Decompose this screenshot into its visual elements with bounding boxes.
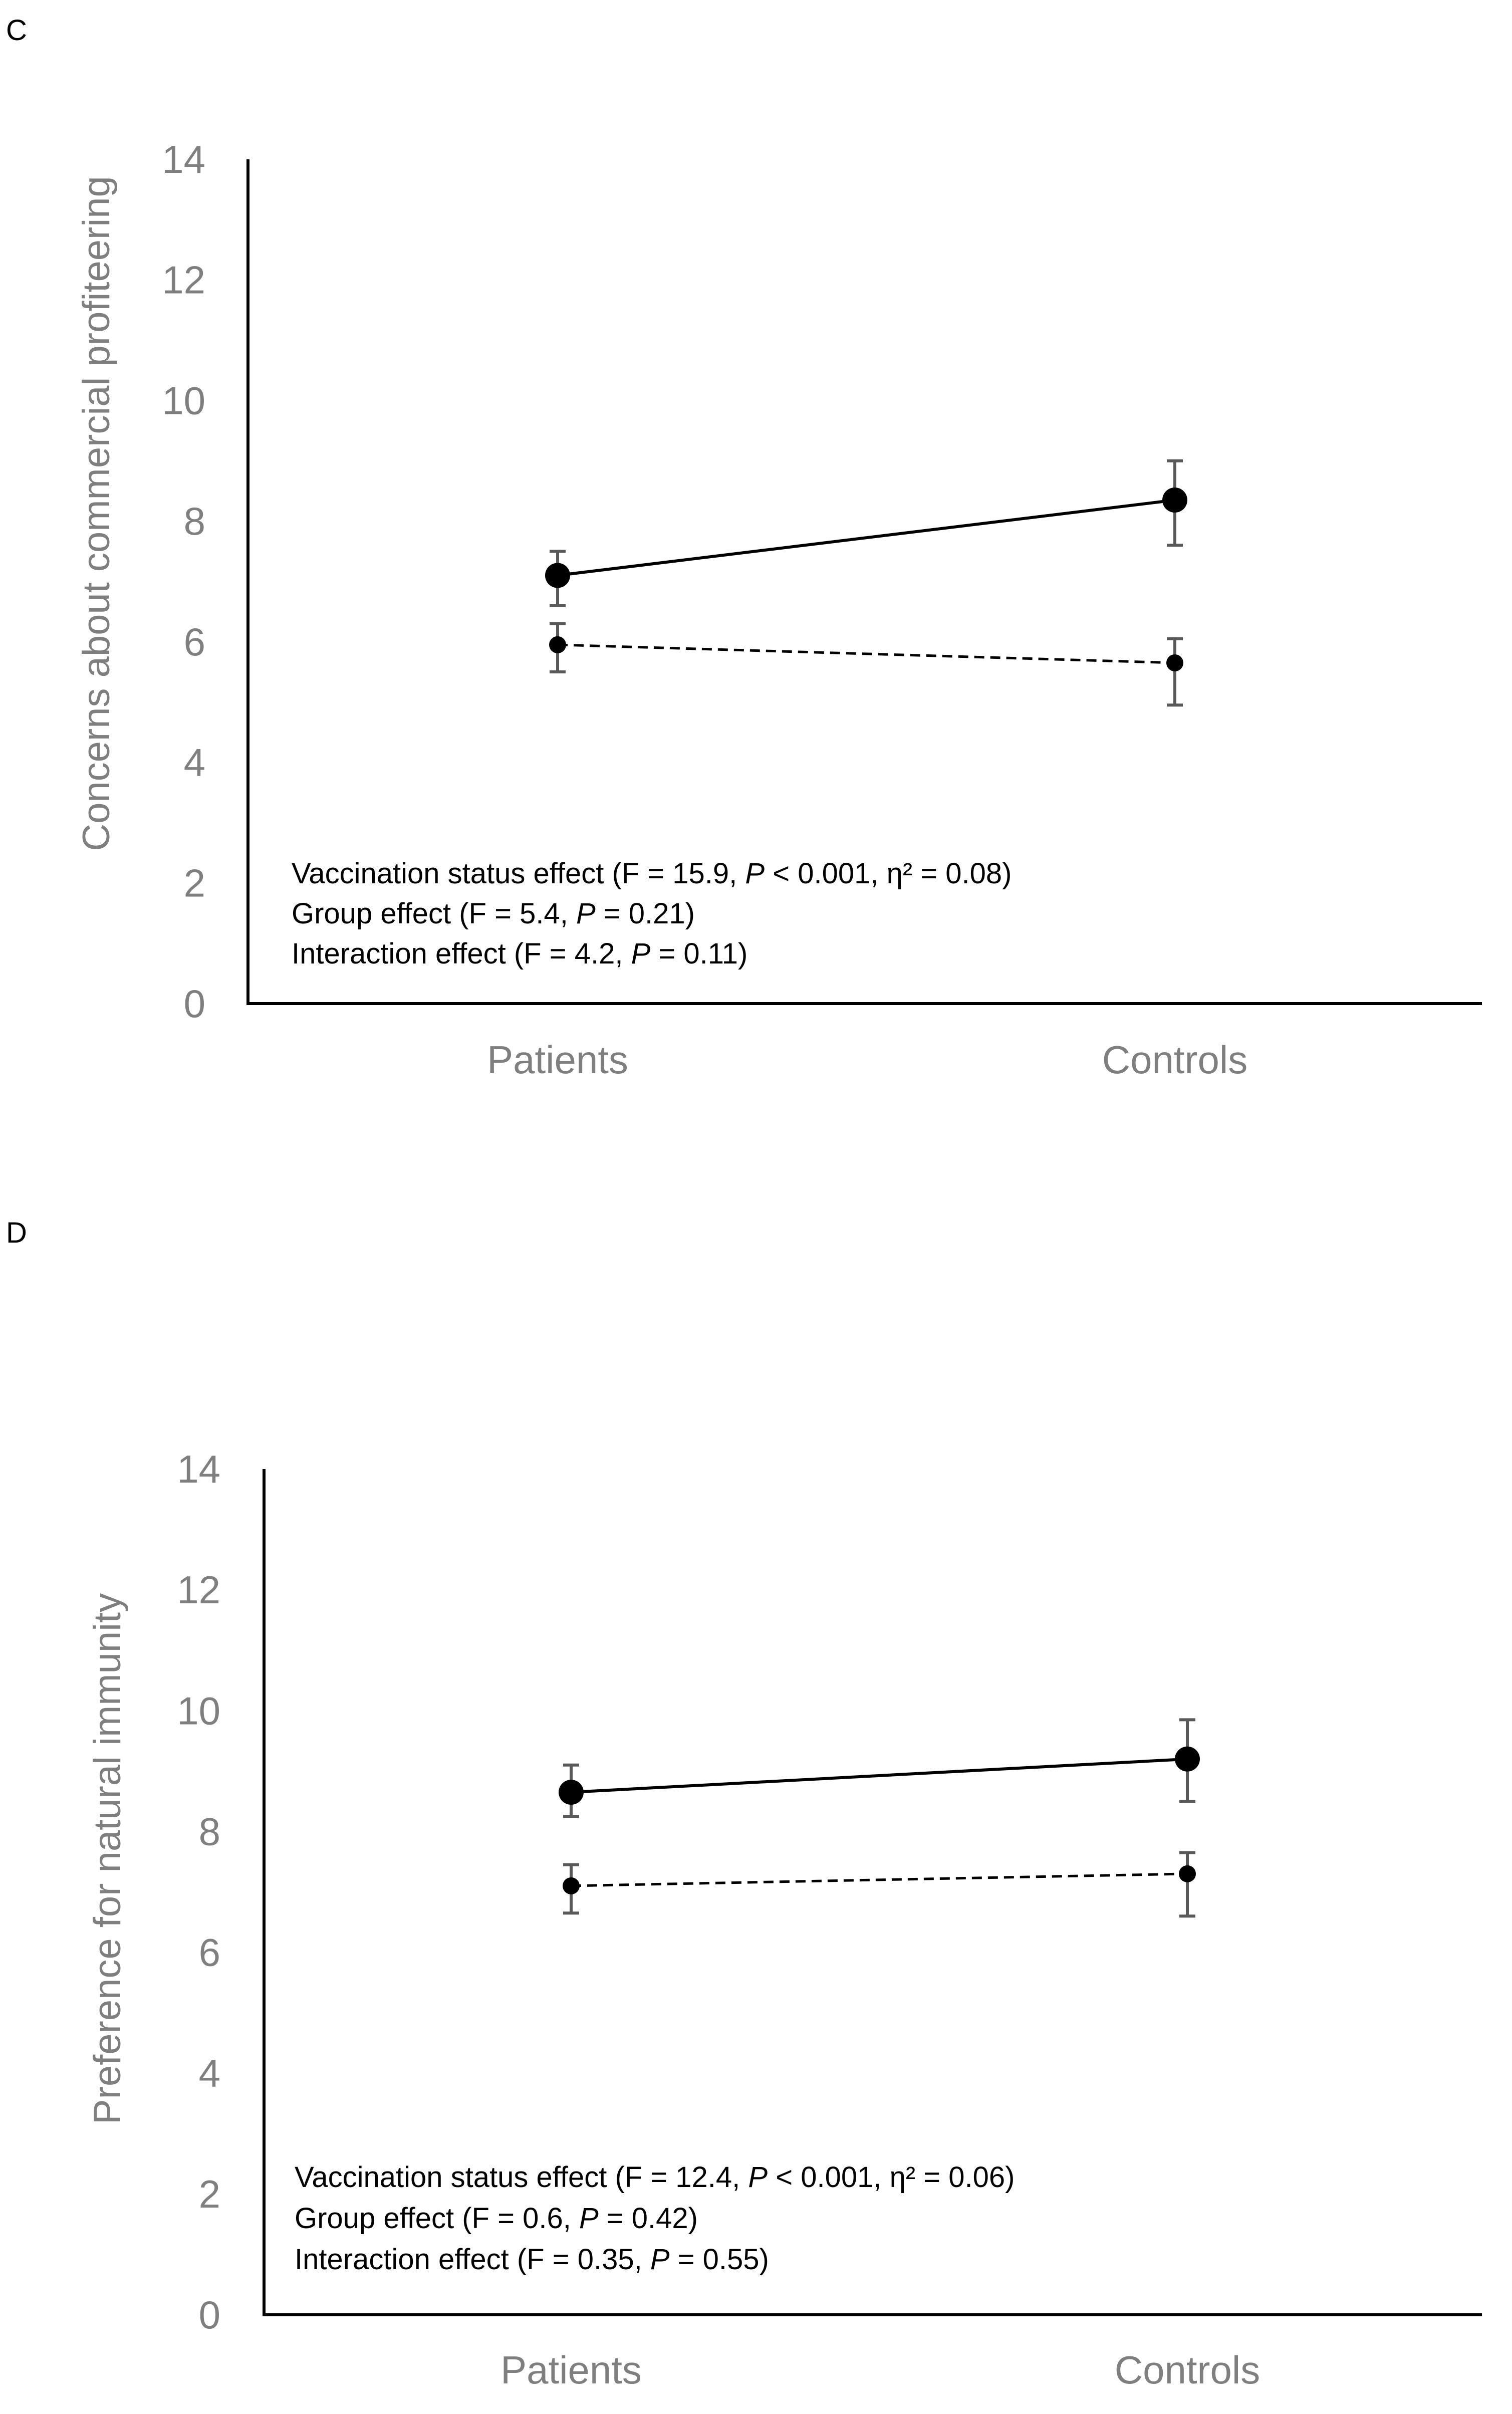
annotation-group-effect: Group effect (F = 0.6, P = 0.42) <box>295 2202 698 2235</box>
y-tick-label: 12 <box>162 258 205 302</box>
category-label: Controls <box>1102 1038 1247 1082</box>
annotation-interaction-effect: Interaction effect (F = 0.35, P = 0.55) <box>295 2243 769 2276</box>
y-tick-label: 14 <box>177 1447 220 1491</box>
y-tick-label: 12 <box>177 1568 220 1612</box>
y-tick-label: 4 <box>199 2051 220 2095</box>
panel-d-chart: D Preference for natural immunity 0 2 4 6 8 1… <box>6 1217 1482 2392</box>
panel-c-chart: C Concerns about commercial profiteering… <box>6 14 1482 1082</box>
annotation-group-effect: Group effect (F = 5.4, P = 0.21) <box>292 897 695 930</box>
y-tick-label: 8 <box>184 499 205 543</box>
category-labels: Patients Controls <box>487 1038 1247 1082</box>
category-label: Patients <box>500 2348 642 2392</box>
y-tick-labels: 0 2 4 6 8 10 12 14 <box>177 1447 220 2337</box>
category-labels: Patients Controls <box>500 2348 1260 2392</box>
data-point-dashed <box>1166 654 1183 671</box>
y-tick-label: 10 <box>177 1688 220 1733</box>
data-marks <box>559 1718 1200 1918</box>
y-tick-label: 10 <box>162 378 205 422</box>
y-tick-label: 4 <box>184 741 205 785</box>
series-line-solid <box>571 1757 1188 1794</box>
data-point-dashed <box>549 636 566 653</box>
panel-letter: C <box>6 14 27 47</box>
y-tick-label: 2 <box>184 861 205 905</box>
y-axis-title: Concerns about commercial profiteering <box>75 176 118 851</box>
y-tick-label: 0 <box>184 982 205 1026</box>
y-tick-labels: 0 2 4 6 8 10 12 14 <box>162 137 205 1026</box>
category-label: Controls <box>1115 2348 1260 2392</box>
data-point-solid <box>559 1780 584 1805</box>
annotation-interaction-effect: Interaction effect (F = 4.2, P = 0.11) <box>292 937 747 970</box>
y-tick-label: 14 <box>162 137 205 181</box>
panel-letter: D <box>6 1217 27 1249</box>
data-point-solid <box>545 563 570 588</box>
y-tick-label: 2 <box>199 2172 220 2216</box>
category-label: Patients <box>487 1038 628 1082</box>
y-tick-label: 6 <box>184 620 205 664</box>
data-marks <box>545 459 1187 707</box>
annotation-vaccination-effect: Vaccination status effect (F = 12.4, P <… <box>295 2161 1015 2194</box>
y-tick-label: 6 <box>199 1930 220 1975</box>
y-axis-title: Preference for natural immunity <box>86 1593 129 2124</box>
data-point-solid <box>1162 488 1187 513</box>
data-point-solid <box>1175 1746 1200 1772</box>
series-line-dashed <box>571 1872 1188 1887</box>
y-tick-label: 8 <box>199 1809 220 1853</box>
data-point-dashed <box>1179 1865 1196 1882</box>
series-line-dashed <box>557 643 1175 664</box>
y-tick-label: 0 <box>199 2293 220 2337</box>
annotation-vaccination-effect: Vaccination status effect (F = 15.9, P <… <box>292 857 1012 890</box>
data-point-dashed <box>563 1877 580 1894</box>
series-line-solid <box>557 499 1175 577</box>
